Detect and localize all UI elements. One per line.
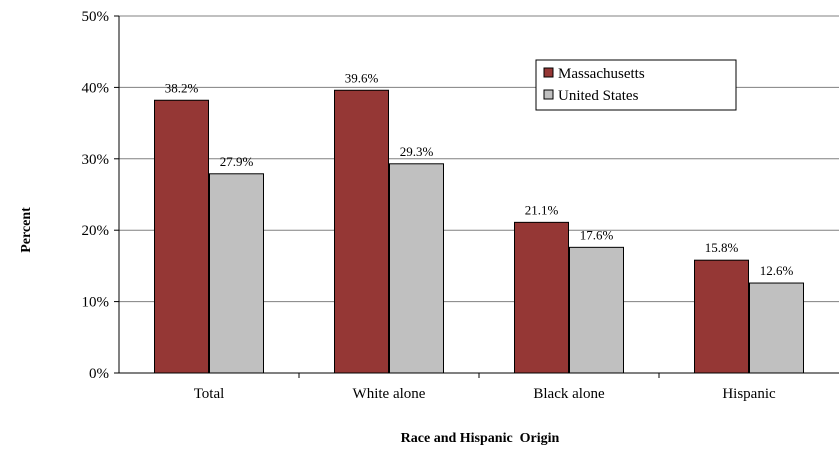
legend-swatch [543,67,554,78]
bar-massachusetts [694,259,749,374]
data-label: 15.8% [705,240,739,255]
data-label: 21.1% [525,202,559,217]
x-axis-title: Race and Hispanic Origin [401,431,560,446]
data-label: 12.6% [760,263,794,278]
bar-massachusetts [514,221,569,374]
data-label: 38.2% [165,80,199,95]
legend-label: United States [558,88,639,104]
legend-swatch [543,89,554,100]
y-tick-label: 40% [82,80,110,96]
axes [114,15,839,378]
y-tick-labels: 0% 10% 20% 30% 40% 50% [82,9,110,382]
bar-united-states [209,173,264,374]
y-tick-label: 10% [82,295,110,311]
data-labels: 38.2% 27.9% 39.6% 29.3% 21.1% 17.6% 15.8% 12.6% [165,70,794,278]
legend: Massachusetts United States [535,59,737,111]
x-category-labels: Total White alone Black alone Hispanic [194,386,776,402]
bar-united-states [389,163,444,374]
data-label: 17.6% [580,227,614,242]
x-category-label: Black alone [533,386,605,402]
bar-massachusetts [154,99,209,374]
legend-label: Massachusetts [558,66,645,82]
bar-united-states [749,282,804,374]
data-label: 27.9% [220,154,254,169]
y-tick-label: 30% [82,152,110,168]
x-category-label: Total [194,386,225,402]
bar-massachusetts [334,89,389,374]
y-tick-label: 50% [82,9,110,25]
y-axis-title: Percent [19,207,34,253]
x-category-label: Hispanic [722,386,776,402]
y-tick-label: 20% [82,223,110,239]
bar-united-states [569,246,624,374]
y-tick-label: 0% [89,366,109,382]
data-label: 39.6% [345,70,379,85]
legend-box [535,59,737,111]
x-category-label: White alone [353,386,426,402]
data-label: 29.3% [400,144,434,159]
bars [154,89,804,374]
